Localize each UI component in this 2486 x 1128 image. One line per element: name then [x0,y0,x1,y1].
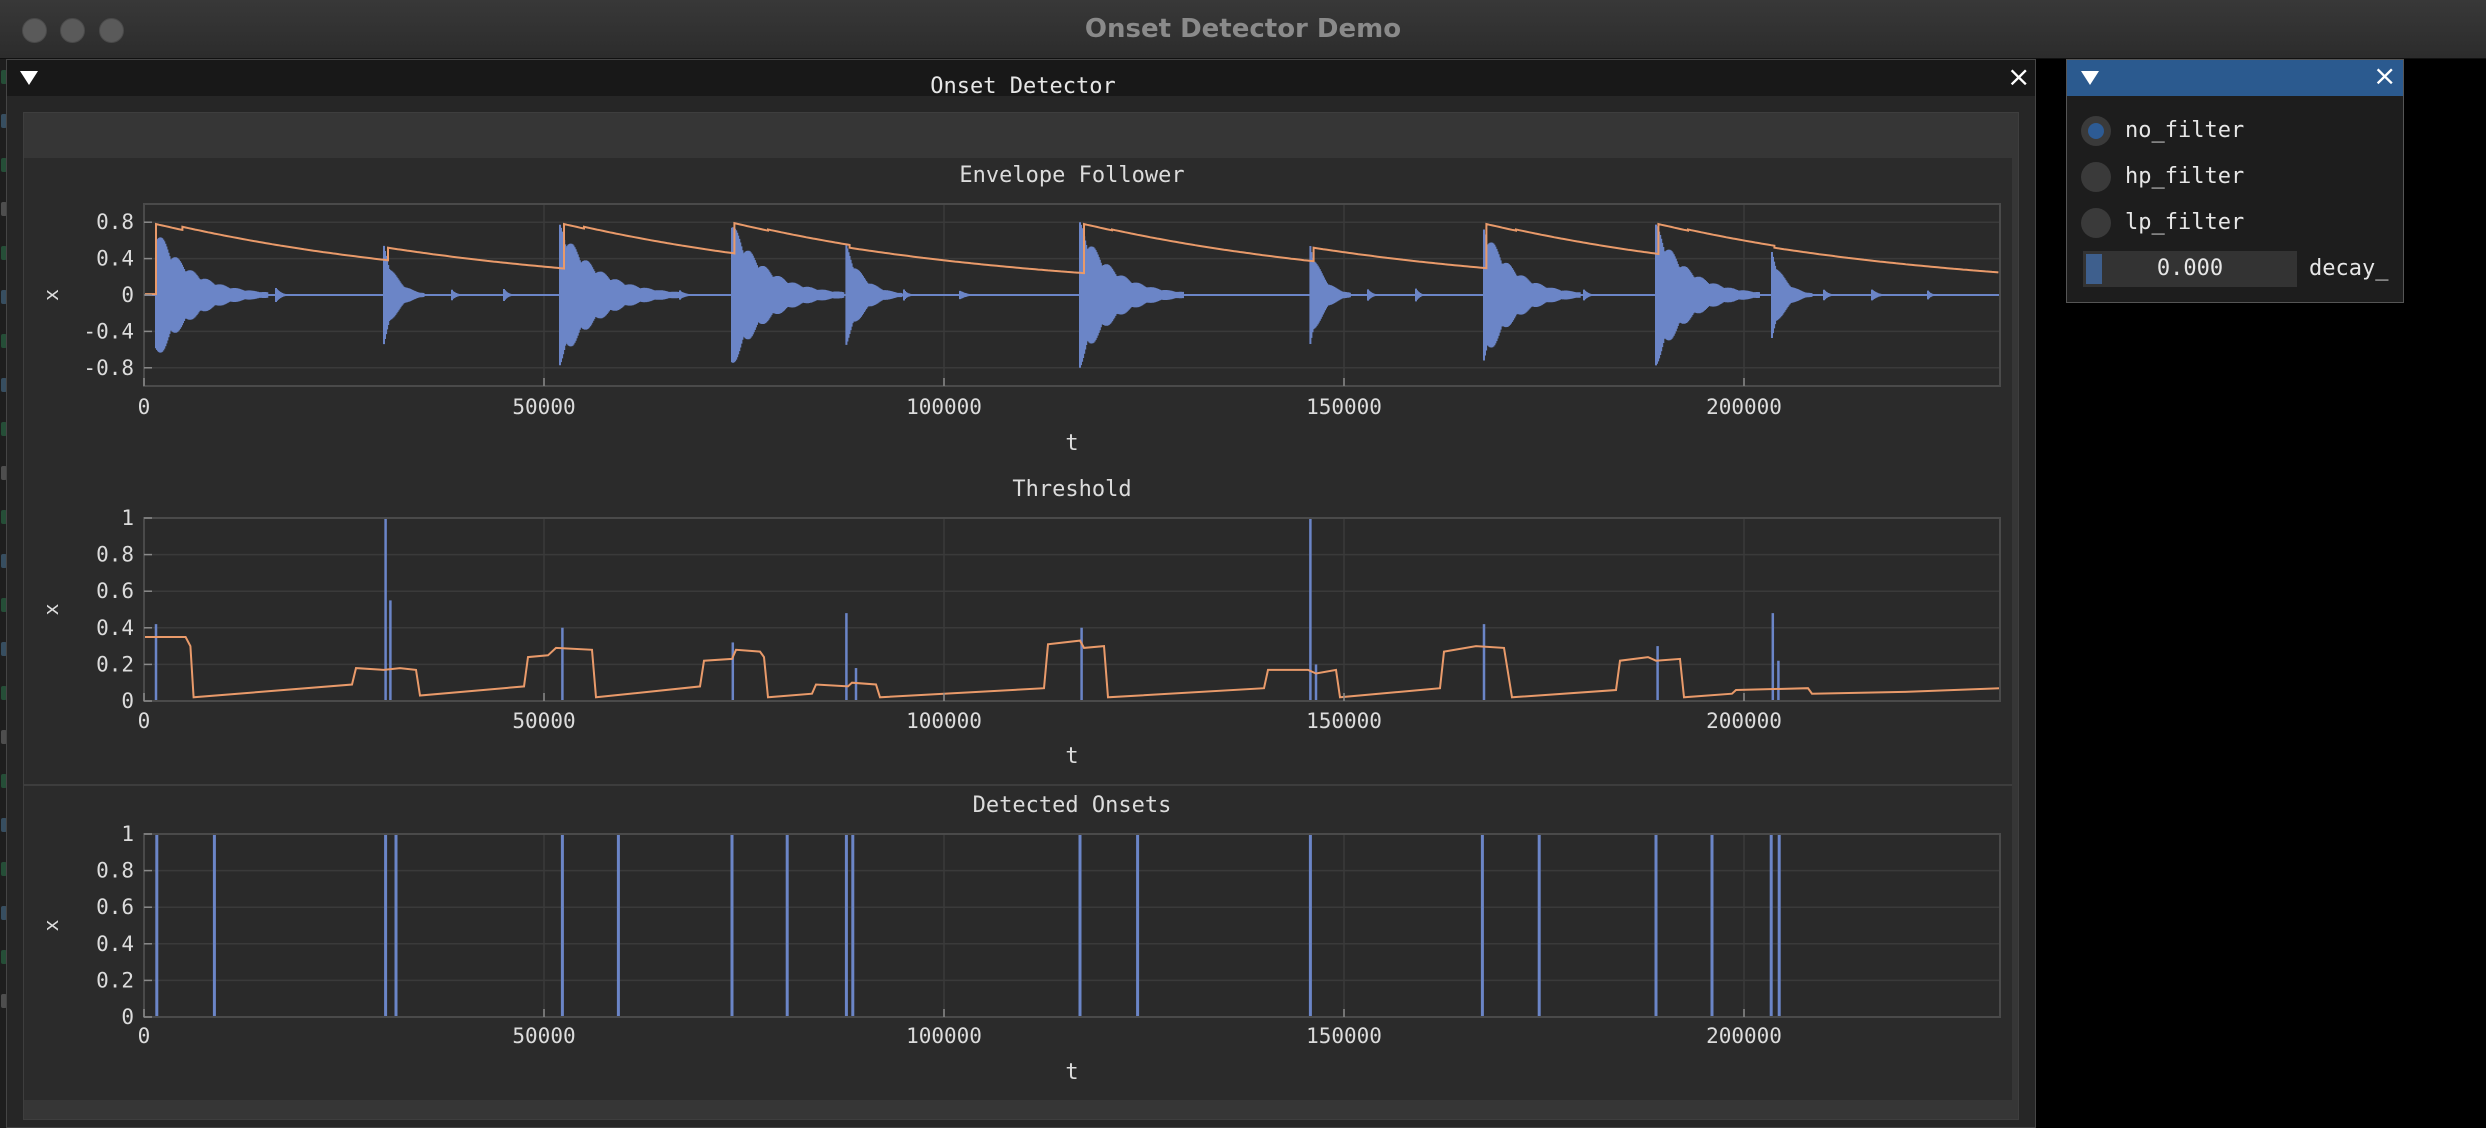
y-tick-label: 1 [121,822,134,846]
background-code-glyph [1,422,7,436]
background-code-glyph [1,114,7,128]
slider-grab-handle[interactable] [2086,254,2102,284]
plot-area [144,834,2000,1017]
filter-controls-window: × no_filter hp_filter lp_filter 0.000 de… [2066,59,2404,303]
decay-slider[interactable]: 0.000 [2083,251,2297,287]
y-axis-label: x [39,919,63,931]
x-tick-label: 50000 [512,1024,575,1048]
background-code-glyph [1,642,7,656]
x-tick-label: 50000 [512,709,575,733]
close-icon[interactable]: × [2373,59,2397,92]
background-code-glyph [1,510,7,524]
x-tick-label: 100000 [906,709,982,733]
window-title: Onset Detector Demo [1084,14,1402,44]
subplot-divider [24,784,2012,786]
background-code-glyph [1,950,7,964]
background-code-glyph [1,290,7,304]
background-code-glyph [1,334,7,348]
x-tick-label: 200000 [1706,1024,1782,1048]
y-tick-label: 1 [121,506,134,530]
radio-circle-icon[interactable] [2081,208,2111,238]
plot-2: 0 50000 100000 150000 200000 1 0.8 0.6 0.4 0.2 0 De… [39,793,2001,1085]
y-tick-label: 0.4 [96,616,134,640]
y-tick-label: 0.2 [96,652,134,676]
background-code-glyph [1,686,7,700]
background-code-glyph [1,994,7,1008]
y-tick-label: 0.2 [96,968,134,992]
window-titlebar: Onset Detector Demo [0,0,2486,59]
background-code-glyph [1,862,7,876]
x-tick-label: 100000 [906,395,982,419]
x-tick-label: 150000 [1306,395,1382,419]
background-code-glyph [1,774,7,788]
x-tick-label: 0 [138,1024,151,1048]
main-panel-titlebar[interactable]: × [7,60,2035,96]
background-code-glyph [1,818,7,832]
background-code-glyph [1,598,7,612]
x-axis-label: t [1065,431,1078,456]
background-code-glyph [1,158,7,172]
plot-title: Envelope Follower [959,163,1184,188]
background-code-glyph [1,202,7,216]
x-tick-label: 50000 [512,395,575,419]
radio-circle-icon[interactable] [2081,162,2111,192]
y-tick-label: 0.4 [96,247,134,271]
x-tick-label: 200000 [1706,395,1782,419]
background-code-glyph [1,378,7,392]
background-code-glyph [1,466,7,480]
background-code-glyph [1,246,7,260]
decay-slider-label: decay_ [2309,256,2389,281]
background-code-glyph [1,554,7,568]
minimize-window-button[interactable] [60,18,85,43]
collapse-triangle-icon[interactable] [20,71,38,85]
threshold-line [144,636,2001,699]
y-tick-label: 0.8 [96,859,134,883]
x-tick-label: 0 [138,395,151,419]
collapse-triangle-icon[interactable] [2081,71,2099,85]
x-tick-label: 150000 [1306,1024,1382,1048]
plot-frame [143,517,2001,702]
slider-value: 0.000 [2156,256,2224,281]
background-code-glyph [1,906,7,920]
y-tick-label: 0 [121,689,134,713]
radio-label: no_filter [2125,118,2245,143]
subplots-title: Onset Detector [930,74,1116,99]
y-tick-label: 0 [121,1005,134,1029]
envelope-line [144,221,1999,296]
background-code-glyph [1,70,7,84]
y-tick-label: 0 [121,283,134,307]
y-tick-label: -0.4 [83,319,134,343]
x-tick-label: 100000 [906,1024,982,1048]
zoom-window-button[interactable] [99,18,124,43]
close-icon[interactable]: × [2007,60,2031,93]
plot-title: Detected Onsets [973,793,1172,818]
y-tick-label: 0.4 [96,932,134,956]
radio-label: lp_filter [2125,210,2245,235]
background-editor-strip [0,0,10,1128]
plot-area [144,518,2000,701]
y-tick-label: 0.8 [96,210,134,234]
controls-titlebar[interactable]: × [2067,60,2403,96]
y-tick-label: 0.8 [96,543,134,567]
radio-label: hp_filter [2125,164,2245,189]
x-tick-label: 200000 [1706,709,1782,733]
x-tick-label: 0 [138,709,151,733]
background-code-glyph [1,730,7,744]
radio-circle-icon[interactable] [2081,116,2111,146]
y-axis-label: x [39,603,63,615]
close-window-button[interactable] [22,18,47,43]
y-tick-label: 0.6 [96,895,134,919]
plot-title: Threshold [1012,477,1131,502]
y-axis-label: x [39,289,63,301]
x-tick-label: 150000 [1306,709,1382,733]
x-axis-label: t [1065,1060,1078,1085]
x-axis-label: t [1065,744,1078,769]
y-tick-label: -0.8 [83,356,134,380]
plot-0: 0 50000 100000 150000 200000 0.8 0.4 0 -0.4 -0.8 E… [39,163,2001,456]
y-tick-label: 0.6 [96,579,134,603]
plot-1: 0 50000 100000 150000 200000 1 0.8 0.6 0.4 0.2 0 Th… [39,477,2001,769]
plot-frame [143,833,2001,1018]
